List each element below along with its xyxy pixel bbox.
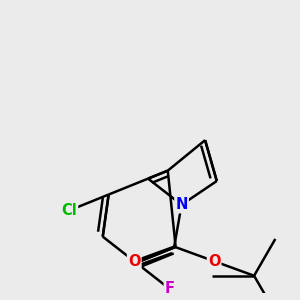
- Text: N: N: [176, 197, 188, 212]
- Text: O: O: [128, 254, 140, 269]
- Text: Cl: Cl: [61, 203, 77, 218]
- Text: O: O: [208, 254, 220, 269]
- Text: F: F: [165, 281, 175, 296]
